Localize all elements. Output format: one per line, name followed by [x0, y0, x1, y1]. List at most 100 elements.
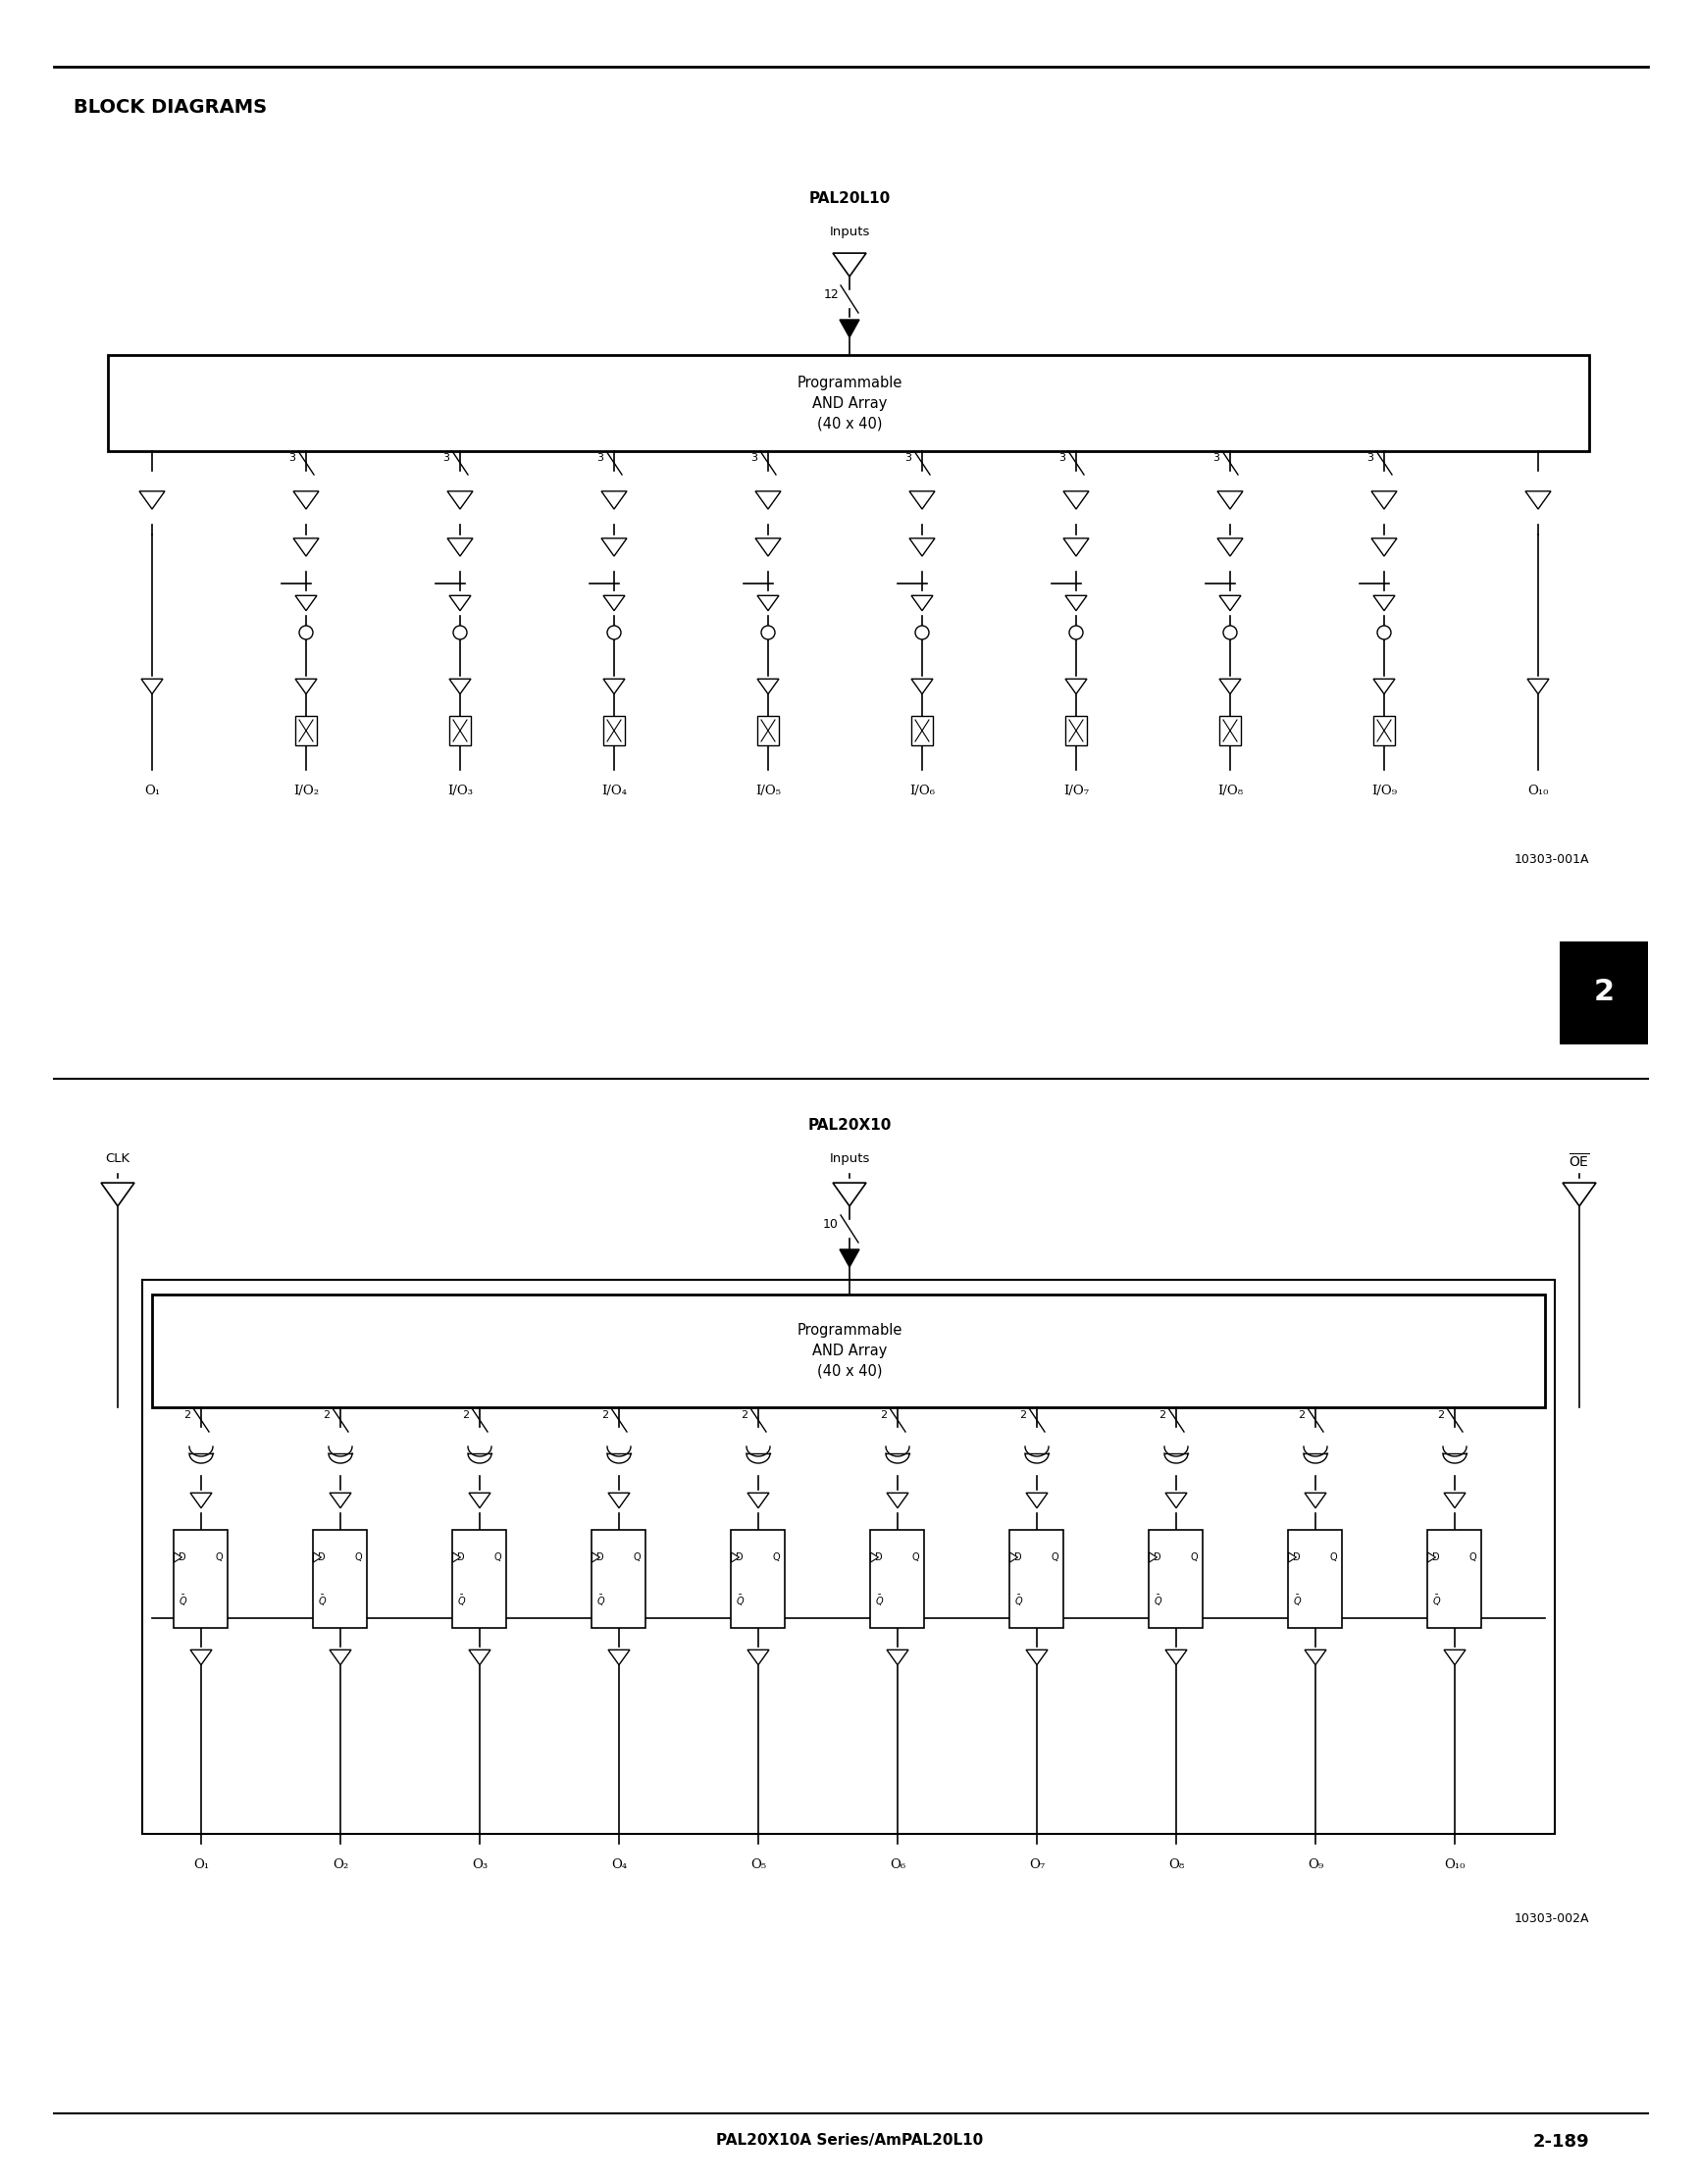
- Bar: [173, 1529, 228, 1627]
- Text: Q: Q: [634, 1553, 641, 1562]
- Text: Inputs: Inputs: [829, 1153, 870, 1164]
- Bar: [870, 1529, 924, 1627]
- Polygon shape: [1009, 1553, 1018, 1562]
- Bar: [1149, 1529, 1203, 1627]
- Text: D: D: [1014, 1553, 1021, 1562]
- Polygon shape: [608, 1494, 629, 1507]
- Text: O₂: O₂: [333, 1859, 348, 1872]
- Text: $\overline{\mathrm{OE}}$: $\overline{\mathrm{OE}}$: [1568, 1153, 1589, 1171]
- Polygon shape: [839, 1249, 858, 1267]
- Text: $\bar{Q}$: $\bar{Q}$: [1014, 1592, 1023, 1607]
- Bar: [1288, 1529, 1342, 1627]
- Text: 2: 2: [601, 1411, 608, 1420]
- Polygon shape: [909, 537, 934, 557]
- Bar: [731, 1529, 785, 1627]
- Text: PAL20L10: PAL20L10: [809, 192, 890, 205]
- Text: Q: Q: [912, 1553, 919, 1562]
- Polygon shape: [1373, 679, 1395, 695]
- Text: Programmable
AND Array
(40 x 40): Programmable AND Array (40 x 40): [797, 376, 902, 430]
- Text: O₁: O₁: [194, 1859, 209, 1872]
- Polygon shape: [294, 491, 319, 509]
- Bar: [911, 716, 933, 745]
- Polygon shape: [469, 1494, 491, 1507]
- Polygon shape: [909, 491, 934, 509]
- Polygon shape: [1065, 679, 1086, 695]
- Polygon shape: [1303, 1649, 1325, 1664]
- Polygon shape: [1166, 1494, 1186, 1507]
- Text: D: D: [318, 1553, 326, 1562]
- Polygon shape: [911, 596, 933, 612]
- Text: $\bar{Q}$: $\bar{Q}$: [875, 1592, 883, 1607]
- Polygon shape: [839, 319, 858, 336]
- Text: I/O₉: I/O₉: [1371, 784, 1397, 797]
- Polygon shape: [1218, 596, 1240, 612]
- Text: Q: Q: [355, 1553, 362, 1562]
- Polygon shape: [296, 679, 316, 695]
- Text: 3: 3: [904, 452, 911, 463]
- Text: O₁₀: O₁₀: [1444, 1859, 1465, 1872]
- Text: 2: 2: [1436, 1411, 1442, 1420]
- Text: O₄: O₄: [610, 1859, 627, 1872]
- Text: 2: 2: [462, 1411, 469, 1420]
- Polygon shape: [603, 679, 625, 695]
- Polygon shape: [1166, 1649, 1186, 1664]
- Polygon shape: [294, 537, 319, 557]
- Polygon shape: [601, 491, 627, 509]
- Circle shape: [454, 625, 467, 640]
- Polygon shape: [603, 596, 625, 612]
- Polygon shape: [833, 253, 866, 277]
- Text: Programmable
AND Array
(40 x 40): Programmable AND Array (40 x 40): [797, 1324, 902, 1378]
- Polygon shape: [1303, 1494, 1325, 1507]
- Text: O₁: O₁: [144, 784, 160, 797]
- Polygon shape: [469, 1649, 491, 1664]
- Polygon shape: [1216, 537, 1242, 557]
- Bar: [1427, 1529, 1482, 1627]
- Text: I/O₃: I/O₃: [447, 784, 472, 797]
- Text: Q: Q: [216, 1553, 223, 1562]
- Text: Q: Q: [1329, 1553, 1337, 1562]
- Circle shape: [1069, 625, 1082, 640]
- Text: Q: Q: [1052, 1553, 1058, 1562]
- Bar: [143, 1280, 1555, 1835]
- Polygon shape: [887, 1494, 907, 1507]
- Text: I/O₄: I/O₄: [601, 784, 627, 797]
- Text: O₇: O₇: [1028, 1859, 1045, 1872]
- Text: 2: 2: [880, 1411, 887, 1420]
- Polygon shape: [1149, 1553, 1157, 1562]
- Polygon shape: [1371, 491, 1397, 509]
- Text: 2: 2: [1157, 1411, 1166, 1420]
- Bar: [1558, 941, 1646, 1044]
- Bar: [603, 716, 625, 745]
- Circle shape: [299, 625, 313, 640]
- Polygon shape: [756, 679, 778, 695]
- Text: BLOCK DIAGRAMS: BLOCK DIAGRAMS: [73, 98, 267, 116]
- Text: 3: 3: [1211, 452, 1218, 463]
- Circle shape: [761, 625, 775, 640]
- Text: D: D: [736, 1553, 742, 1562]
- Polygon shape: [330, 1649, 352, 1664]
- Text: 2-189: 2-189: [1532, 2134, 1589, 2151]
- Circle shape: [607, 625, 620, 640]
- Polygon shape: [748, 1494, 768, 1507]
- Polygon shape: [449, 679, 471, 695]
- Text: I/O₇: I/O₇: [1062, 784, 1089, 797]
- Polygon shape: [449, 596, 471, 612]
- Polygon shape: [756, 596, 778, 612]
- Polygon shape: [1526, 679, 1548, 695]
- Text: 2: 2: [323, 1411, 330, 1420]
- Polygon shape: [748, 1649, 768, 1664]
- Text: 10: 10: [822, 1216, 838, 1230]
- Polygon shape: [1064, 537, 1089, 557]
- Text: 3: 3: [596, 452, 603, 463]
- Text: O₁₀: O₁₀: [1527, 784, 1548, 797]
- Polygon shape: [1218, 679, 1240, 695]
- Text: 12: 12: [822, 288, 838, 301]
- Text: $\bar{Q}$: $\bar{Q}$: [1154, 1592, 1162, 1607]
- Text: 3: 3: [1058, 452, 1065, 463]
- Polygon shape: [447, 537, 472, 557]
- Text: PAL20X10A Series/AmPAL20L10: PAL20X10A Series/AmPAL20L10: [715, 2134, 982, 2147]
- Polygon shape: [313, 1553, 321, 1562]
- Text: $\bar{Q}$: $\bar{Q}$: [457, 1592, 467, 1607]
- Polygon shape: [1371, 537, 1397, 557]
- Bar: [296, 716, 316, 745]
